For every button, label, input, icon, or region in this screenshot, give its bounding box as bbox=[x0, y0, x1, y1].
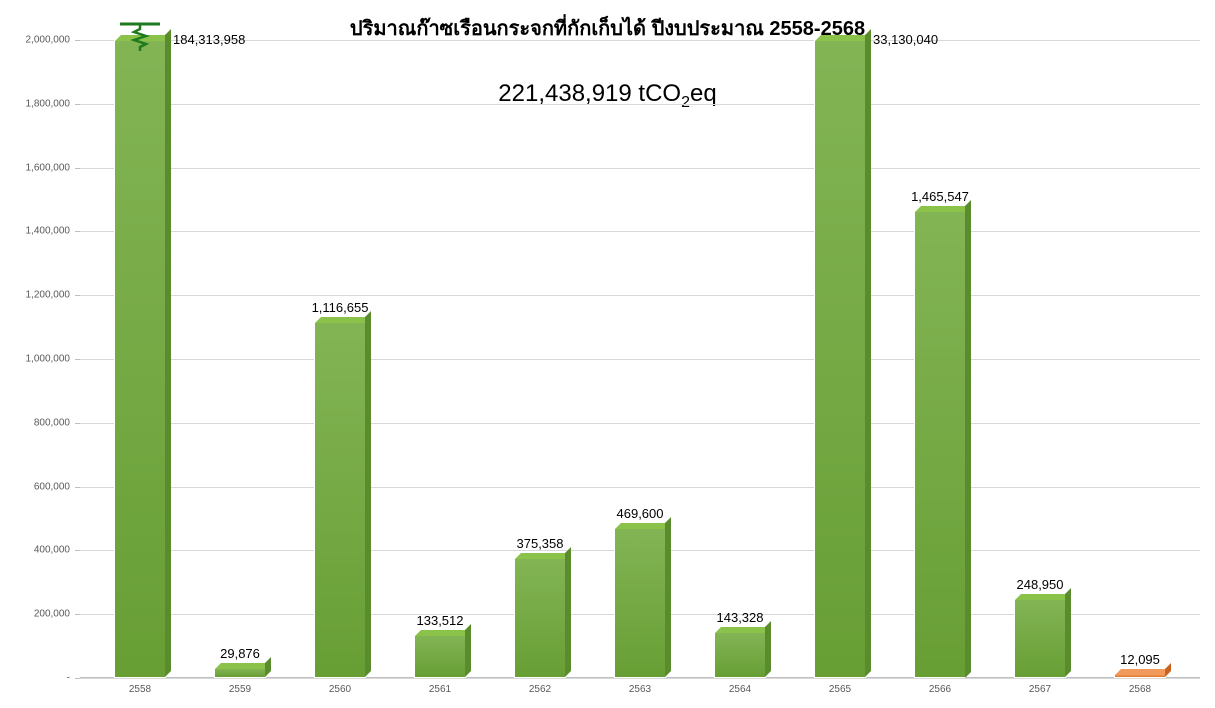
bar-slot: 33,130,0402565 bbox=[790, 40, 890, 678]
bar-2563: 469,600 bbox=[614, 528, 666, 678]
bar-top-face bbox=[315, 317, 371, 323]
bar-slot: 12,0952568 bbox=[1090, 40, 1190, 678]
bar-slot: 143,3282564 bbox=[690, 40, 790, 678]
bar-2564: 143,328 bbox=[714, 632, 766, 678]
bar-top-face bbox=[815, 35, 871, 41]
bar-slot: 1,465,5472566 bbox=[890, 40, 990, 678]
bar-side-face bbox=[865, 29, 871, 677]
bar-side-face bbox=[565, 547, 571, 677]
bar-side-face bbox=[765, 621, 771, 677]
y-axis-label: 800,000 bbox=[34, 417, 70, 428]
data-label: 133,512 bbox=[417, 613, 464, 628]
y-axis-label: 400,000 bbox=[34, 545, 70, 556]
bar-top-face bbox=[415, 630, 471, 636]
data-label: 12,095 bbox=[1120, 652, 1160, 667]
y-axis-label: 200,000 bbox=[34, 609, 70, 620]
data-label: 248,950 bbox=[1017, 577, 1064, 592]
x-axis-label: 2562 bbox=[529, 684, 551, 695]
bar-2558: 184,313,958 bbox=[114, 40, 166, 678]
x-axis-label: 2565 bbox=[829, 684, 851, 695]
y-axis-label: 2,000,000 bbox=[26, 35, 71, 46]
bar-top-face bbox=[715, 627, 771, 633]
bars-container: 184,313,958255829,87625591,116,655256013… bbox=[80, 40, 1200, 678]
y-tick bbox=[75, 678, 80, 679]
bar-slot: 469,6002563 bbox=[590, 40, 690, 678]
bar-slot: 375,3582562 bbox=[490, 40, 590, 678]
bar-side-face bbox=[365, 311, 371, 677]
bar-side-face bbox=[1165, 663, 1171, 677]
bar-slot: 1,116,6552560 bbox=[290, 40, 390, 678]
data-label: 1,465,547 bbox=[911, 189, 969, 204]
x-axis-label: 2561 bbox=[429, 684, 451, 695]
x-axis-label: 2567 bbox=[1029, 684, 1051, 695]
gridline bbox=[80, 678, 1200, 679]
bar-top-face bbox=[115, 35, 171, 41]
bar-top-face bbox=[515, 553, 571, 559]
bar-2565: 33,130,040 bbox=[814, 40, 866, 678]
bar-2561: 133,512 bbox=[414, 635, 466, 678]
y-axis-label: 600,000 bbox=[34, 481, 70, 492]
bar-side-face bbox=[1065, 588, 1071, 677]
y-axis-label: 1,600,000 bbox=[26, 162, 71, 173]
bar-top-face bbox=[615, 523, 671, 529]
y-axis-label: 1,200,000 bbox=[26, 290, 71, 301]
y-axis-label: 1,000,000 bbox=[26, 354, 71, 365]
x-axis-label: 2568 bbox=[1129, 684, 1151, 695]
bar-side-face bbox=[665, 517, 671, 677]
y-axis-label: 1,400,000 bbox=[26, 226, 71, 237]
bar-side-face bbox=[965, 200, 971, 678]
data-label: 469,600 bbox=[617, 506, 664, 521]
bar-side-face bbox=[265, 657, 271, 677]
bar-2566: 1,465,547 bbox=[914, 211, 966, 679]
bar-top-face bbox=[1115, 669, 1171, 675]
bar-slot: 248,9502567 bbox=[990, 40, 1090, 678]
bar-side-face bbox=[465, 624, 471, 677]
bar-slot: 29,8762559 bbox=[190, 40, 290, 678]
bar-top-face bbox=[1015, 594, 1071, 600]
bar-2562: 375,358 bbox=[514, 558, 566, 678]
y-axis-label: 1,800,000 bbox=[26, 98, 71, 109]
x-axis-label: 2563 bbox=[629, 684, 651, 695]
bar-2568: 12,095 bbox=[1114, 674, 1166, 678]
ghg-bar-chart: ปริมาณก๊าซเรือนกระจกที่กักเก็บได้ ปีงบปร… bbox=[0, 0, 1215, 708]
bar-2559: 29,876 bbox=[214, 668, 266, 678]
x-axis-label: 2558 bbox=[129, 684, 151, 695]
bar-2560: 1,116,655 bbox=[314, 322, 366, 678]
data-label: 143,328 bbox=[717, 610, 764, 625]
data-label: 1,116,655 bbox=[312, 300, 369, 315]
x-axis-label: 2560 bbox=[329, 684, 351, 695]
x-axis-label: 2566 bbox=[929, 684, 951, 695]
x-axis-label: 2564 bbox=[729, 684, 751, 695]
bar-top-face bbox=[215, 663, 271, 669]
data-label: 375,358 bbox=[517, 536, 564, 551]
bar-side-face bbox=[165, 29, 171, 677]
bar-slot: 133,5122561 bbox=[390, 40, 490, 678]
bar-2567: 248,950 bbox=[1014, 599, 1066, 678]
bar-top-face bbox=[915, 206, 971, 212]
bar-slot: 184,313,9582558 bbox=[90, 40, 190, 678]
plot-area: -200,000400,000600,000800,0001,000,0001,… bbox=[80, 40, 1200, 678]
data-label: 29,876 bbox=[220, 646, 260, 661]
y-axis-label: - bbox=[67, 673, 70, 684]
x-axis-label: 2559 bbox=[229, 684, 251, 695]
